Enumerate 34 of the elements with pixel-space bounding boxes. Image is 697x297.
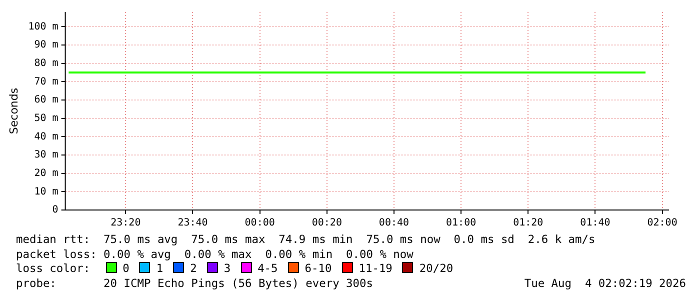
x-tick-label: 23:40 xyxy=(178,218,208,229)
y-tick-label: 20 m xyxy=(34,168,58,179)
x-tick-label: 23:20 xyxy=(110,218,141,229)
x-tick-label: 00:40 xyxy=(378,218,410,229)
y-tick-label: 40 m xyxy=(34,131,58,142)
legend-label: 1 xyxy=(156,262,164,276)
y-tick-label: 70 m xyxy=(34,76,58,88)
legend-label: 0 xyxy=(122,262,130,276)
text: Tue Aug 4 02:02:19 2026 xyxy=(524,276,686,292)
y-axis-title: Seconds xyxy=(7,88,20,134)
legend-label: 11-19 xyxy=(358,262,392,276)
x-tick-label: 01:40 xyxy=(580,218,610,229)
y-tick-label: 100 m xyxy=(28,21,58,32)
y-tick-label: 30 m xyxy=(34,150,58,161)
text: probe: 20 ICMP Echo Pings (56 Bytes) every 300s xyxy=(16,276,373,290)
x-tick-label: 02:00 xyxy=(647,218,678,229)
legend-label: 20/20 xyxy=(419,262,454,276)
legend-label: 2 xyxy=(190,262,197,276)
legend-label: 3 xyxy=(224,262,231,276)
text: packet loss: 0.00 % avg 0.00 % max 0.00 % min 0.00 % now xyxy=(16,248,414,262)
x-tick-label: 00:20 xyxy=(312,218,342,229)
x-tick-label: 01:20 xyxy=(513,218,544,229)
y-tick-label: 10 m xyxy=(34,186,58,198)
x-tick-label: 01:00 xyxy=(446,218,476,229)
y-tick-label: 80 m xyxy=(34,58,58,69)
legend-label: 4-5 xyxy=(258,262,278,276)
legend-label: 6-10 xyxy=(304,262,332,276)
text: median rtt: 75.0 ms avg 75.0 ms max 74.9 ms min 75.0 ms now 0.0 ms sd 2.6 k am/s xyxy=(16,233,596,248)
y-tick-label: 0 xyxy=(52,204,58,216)
legend-title: loss color: xyxy=(16,262,92,276)
y-tick-label: 60 m xyxy=(34,94,58,106)
y-tick-label: 50 m xyxy=(34,112,58,124)
x-tick-label: 00:00 xyxy=(244,218,275,229)
y-tick-label: 90 m xyxy=(34,40,58,51)
